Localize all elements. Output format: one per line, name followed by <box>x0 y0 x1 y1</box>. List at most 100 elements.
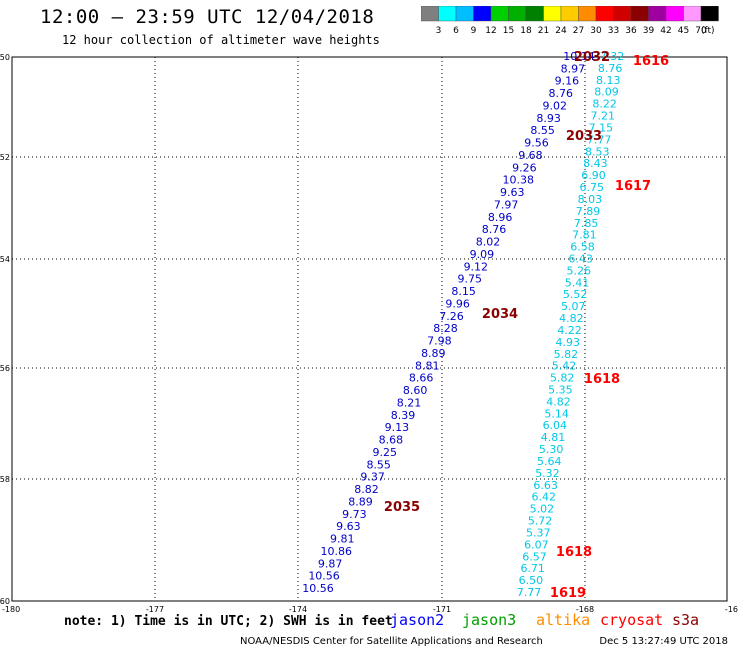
track-right-value: 8.03 <box>578 193 603 206</box>
lon-tick-label: -177 <box>146 605 164 614</box>
track-left-value: 8.89 <box>348 495 373 508</box>
map-frame <box>11 56 728 602</box>
track-right-value: 7.77 <box>517 586 542 599</box>
track-left-value: 8.89 <box>421 347 446 360</box>
lon-tick-label: -16 <box>725 605 738 614</box>
lat-tick-label: -52 <box>0 153 10 162</box>
track-right-value: 6.57 <box>522 550 547 563</box>
time-label: 1617 <box>615 179 651 194</box>
track-left-value: 7.26 <box>439 310 464 323</box>
track-right-value: 5.82 <box>550 372 575 385</box>
track-left-value: 9.25 <box>373 446 398 459</box>
track-left-value: 8.76 <box>482 223 507 236</box>
track-left-value: 8.15 <box>451 285 476 298</box>
track-right-value: 5.82 <box>554 348 579 361</box>
track-right-value: 5.64 <box>537 455 562 468</box>
track-right-value: 4.22 <box>557 324 582 337</box>
track-right-value: 7.21 <box>591 110 616 123</box>
track-right-value: 8.53 <box>585 145 610 158</box>
time-label: 1618 <box>556 545 592 560</box>
scale-label: 30 <box>590 26 602 36</box>
track-right-value: 5.07 <box>561 300 586 313</box>
track-right-value: 5.26 <box>567 264 592 277</box>
track-right-value: 8.09 <box>594 86 619 99</box>
track-right-value: 6.71 <box>520 562 545 575</box>
track-right-value: 6.07 <box>524 538 549 551</box>
track-right-value: 7.32 <box>600 50 625 63</box>
track-left-value: 10.38 <box>503 174 535 187</box>
track-right-value: 8.13 <box>596 74 621 87</box>
track-right-value: 6.04 <box>543 419 568 432</box>
page-subtitle: 12 hour collection of altimeter wave hei… <box>62 33 380 47</box>
lon-tick-label: -171 <box>433 605 451 614</box>
track-left-value: 8.66 <box>409 372 434 385</box>
time-label: 1618 <box>584 372 620 387</box>
scale-label: 3 <box>436 26 442 36</box>
track-right-value: 4.82 <box>559 312 584 325</box>
track-right-value: 5.52 <box>563 288 588 301</box>
track-left-value: 8.55 <box>530 124 555 137</box>
track-left-value: 9.96 <box>445 297 470 310</box>
track-left-value: 8.21 <box>397 396 422 409</box>
scale-unit: (ft) <box>701 26 715 36</box>
track-left-value: 9.81 <box>330 533 355 546</box>
track-left-value: 8.28 <box>433 322 458 335</box>
track-left-value: 9.02 <box>542 99 567 112</box>
scale-label: 70 <box>695 26 707 36</box>
track-left-value: 7.98 <box>427 335 452 348</box>
track-left-value: 8.76 <box>549 87 574 100</box>
scale-label: 6 <box>453 26 459 36</box>
lat-tick-label: -50 <box>0 53 10 62</box>
track-right-value: 5.02 <box>530 503 555 516</box>
track-right-value: 7.77 <box>587 133 612 146</box>
track-left-value: 9.16 <box>555 75 580 88</box>
track-right-value: 6.63 <box>533 479 558 492</box>
scale-swatch <box>700 6 719 22</box>
track-left-value: 10.56 <box>302 582 334 595</box>
color-scale-legend: 3 6 9 12 15 18 21 24 27 30 33 36 39 42 45 70(ft) <box>421 6 719 36</box>
track-left-value: 9.73 <box>342 508 367 521</box>
time-label: 2033 <box>566 129 602 144</box>
track-left-value: 9.09 <box>470 248 495 261</box>
track-left-value: 8.55 <box>366 458 391 471</box>
lon-tick-label: -168 <box>576 605 594 614</box>
lat-tick-label: -60 <box>0 597 10 606</box>
track-left-value: 10.56 <box>308 570 340 583</box>
track-right-value: 5.14 <box>544 407 569 420</box>
track-left-value: 8.68 <box>379 434 404 447</box>
track-left-value: 8.96 <box>488 211 513 224</box>
track-right-value: 5.35 <box>548 384 573 397</box>
track-left-value: 7.97 <box>494 198 519 211</box>
track-right-value: 6.90 <box>581 169 606 182</box>
track-left-value: 10.14 <box>563 50 595 63</box>
track-right-value: 6.50 <box>519 574 544 587</box>
time-label: 2034 <box>482 307 518 322</box>
track-right-value: 4.82 <box>546 395 571 408</box>
track-left-value: 9.13 <box>385 421 410 434</box>
lat-tick-label: -58 <box>0 475 10 484</box>
track-right-value: 5.72 <box>528 515 553 528</box>
track-left-value: 8.97 <box>561 62 586 75</box>
scale-label: 21 <box>538 26 549 36</box>
track-right-value: 8.22 <box>592 98 617 111</box>
track-left-value: 8.39 <box>391 409 416 422</box>
scale-label: 18 <box>520 26 532 36</box>
scale-label: 39 <box>643 26 655 36</box>
time-label: 2035 <box>384 500 420 515</box>
track-left-value: 8.81 <box>415 359 440 372</box>
scale-label: 15 <box>503 26 514 36</box>
track-right-value: 5.42 <box>552 360 577 373</box>
track-left-value: 9.37 <box>360 471 385 484</box>
track-left-value: 9.87 <box>318 557 343 570</box>
track-left-value: 9.63 <box>336 520 361 533</box>
track-left-value: 8.60 <box>403 384 428 397</box>
lat-tick-label: -56 <box>0 364 10 373</box>
track-left-value: 9.12 <box>464 260 489 273</box>
scale-label: 9 <box>471 26 477 36</box>
lon-tick-label: -174 <box>289 605 307 614</box>
lon-tick-label: -180 <box>2 605 20 614</box>
lat-tick-label: -54 <box>0 255 10 264</box>
track-right-value: 7.81 <box>572 229 597 242</box>
scale-label: 33 <box>608 26 619 36</box>
